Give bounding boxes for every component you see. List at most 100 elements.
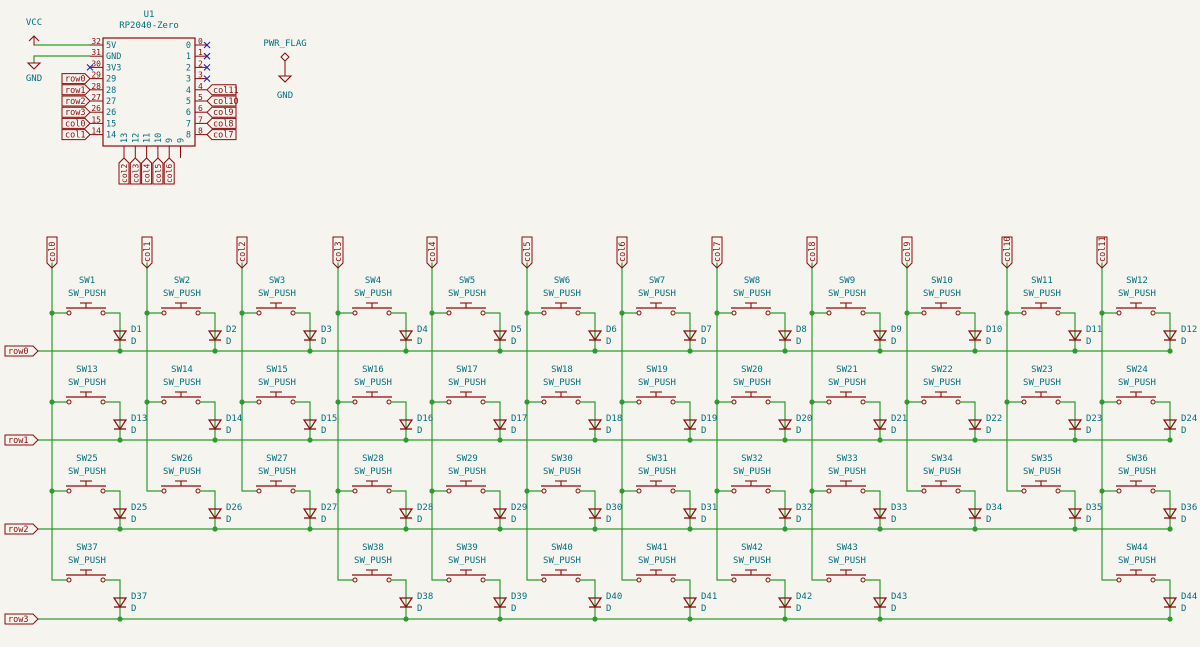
diode-value: D xyxy=(321,515,326,525)
switch-value: SW_PUSH xyxy=(543,378,581,388)
switch-ref: SW9 xyxy=(839,276,855,286)
switch-contact xyxy=(446,399,452,405)
col-label xyxy=(426,236,438,269)
diode-body xyxy=(398,419,414,431)
switch-value: SW_PUSH xyxy=(354,289,392,299)
pin-name: 13 xyxy=(120,133,130,143)
diode-ref: D2 xyxy=(226,325,237,335)
switch-ref: SW5 xyxy=(459,276,475,286)
key-41 xyxy=(621,569,698,620)
switch-value: SW_PUSH xyxy=(638,378,676,388)
switch-value: SW_PUSH xyxy=(68,289,106,299)
switch-value: SW_PUSH xyxy=(923,378,961,388)
diode-value: D xyxy=(986,337,991,347)
diode-body xyxy=(398,330,414,342)
switch-value: SW_PUSH xyxy=(448,289,486,299)
col-label-text: col11 xyxy=(1098,236,1108,262)
diode-ref: D9 xyxy=(891,325,902,335)
pin-name: 0 xyxy=(186,41,191,51)
switch-ref: SW23 xyxy=(1031,365,1053,375)
switch-value: SW_PUSH xyxy=(258,467,296,477)
switch-value: SW_PUSH xyxy=(68,467,106,477)
mcu-net-label-right xyxy=(206,117,237,129)
pin-name: 10 xyxy=(154,133,164,143)
net-label-text: row3 xyxy=(65,108,85,118)
pin-number: 5 xyxy=(198,93,203,102)
col-label-outline xyxy=(806,236,818,269)
mcu-net-label-left xyxy=(61,117,91,129)
pin-name: 14 xyxy=(106,131,116,141)
switch-value: SW_PUSH xyxy=(354,556,392,566)
switch-contact xyxy=(446,488,452,494)
diode-body xyxy=(112,597,128,609)
mcu-net-label-left xyxy=(61,106,91,118)
switch-contact xyxy=(1021,399,1027,405)
switch-value: SW_PUSH xyxy=(163,467,201,477)
diode-ref: D43 xyxy=(891,592,907,602)
diode-ref: D31 xyxy=(701,503,717,513)
key-38 xyxy=(337,569,414,620)
switch-contact xyxy=(541,310,547,316)
net-label-text: col7 xyxy=(213,131,233,141)
diode-ref: D38 xyxy=(417,592,433,602)
net-label-text: col3 xyxy=(131,164,140,183)
mcu-net-label-left xyxy=(61,73,91,85)
diode-ref: D8 xyxy=(796,325,807,335)
switch-contact xyxy=(826,399,832,405)
diode-body xyxy=(872,419,888,431)
mcu-ref: U1 xyxy=(144,10,155,20)
mcu-body xyxy=(102,37,196,147)
col-label-outline xyxy=(332,236,344,269)
switch-value: SW_PUSH xyxy=(1023,378,1061,388)
switch-ref: SW8 xyxy=(744,276,760,286)
switch-value: SW_PUSH xyxy=(68,556,106,566)
switch-ref: SW21 xyxy=(836,365,858,375)
diode-value: D xyxy=(131,515,136,525)
diode-value: D xyxy=(131,337,136,347)
key-7 xyxy=(621,302,698,352)
diode-value: D xyxy=(606,337,611,347)
col-label-outline xyxy=(901,236,913,269)
row-label-outline xyxy=(4,434,39,446)
switch-contact xyxy=(352,399,358,405)
net-label-text: col6 xyxy=(165,164,174,183)
switch-ref: SW17 xyxy=(456,365,478,375)
switch-contact xyxy=(731,310,737,316)
diode-ref: D25 xyxy=(131,503,147,513)
col-label-text: col8 xyxy=(808,242,818,262)
col-label xyxy=(901,236,913,269)
diode-body xyxy=(398,508,414,520)
switch-contact xyxy=(1116,310,1122,316)
diode-ref: D3 xyxy=(321,325,332,335)
key-14 xyxy=(146,391,223,441)
switch-contact xyxy=(161,310,167,316)
switch-value: SW_PUSH xyxy=(923,289,961,299)
row-label-outline xyxy=(4,523,39,535)
net-label-outline xyxy=(206,129,237,141)
key-42 xyxy=(716,569,793,620)
col-label-text: col3 xyxy=(334,242,344,262)
net-label-outline xyxy=(163,157,175,185)
net-label-outline xyxy=(61,84,91,96)
key-25 xyxy=(51,480,128,530)
diode-value: D xyxy=(1181,337,1186,347)
switch-value: SW_PUSH xyxy=(923,467,961,477)
diode-value: D xyxy=(891,426,896,436)
pin-number: 30 xyxy=(91,59,101,68)
diode-ref: D33 xyxy=(891,503,907,513)
diode-value: D xyxy=(511,604,516,614)
switch-contact xyxy=(161,399,167,405)
key-4 xyxy=(337,302,414,352)
key-22 xyxy=(906,391,983,441)
diode-body xyxy=(112,508,128,520)
key-12 xyxy=(1101,302,1178,352)
mcu-net-label-right xyxy=(206,129,237,141)
switch-contact xyxy=(731,577,737,583)
key-44 xyxy=(1101,569,1178,620)
diode-ref: D22 xyxy=(986,414,1002,424)
col-label xyxy=(141,236,153,269)
key-17 xyxy=(431,391,508,441)
diode-body xyxy=(967,508,983,520)
pin-name: 12 xyxy=(131,133,141,143)
row-label-text: row2 xyxy=(8,525,28,535)
